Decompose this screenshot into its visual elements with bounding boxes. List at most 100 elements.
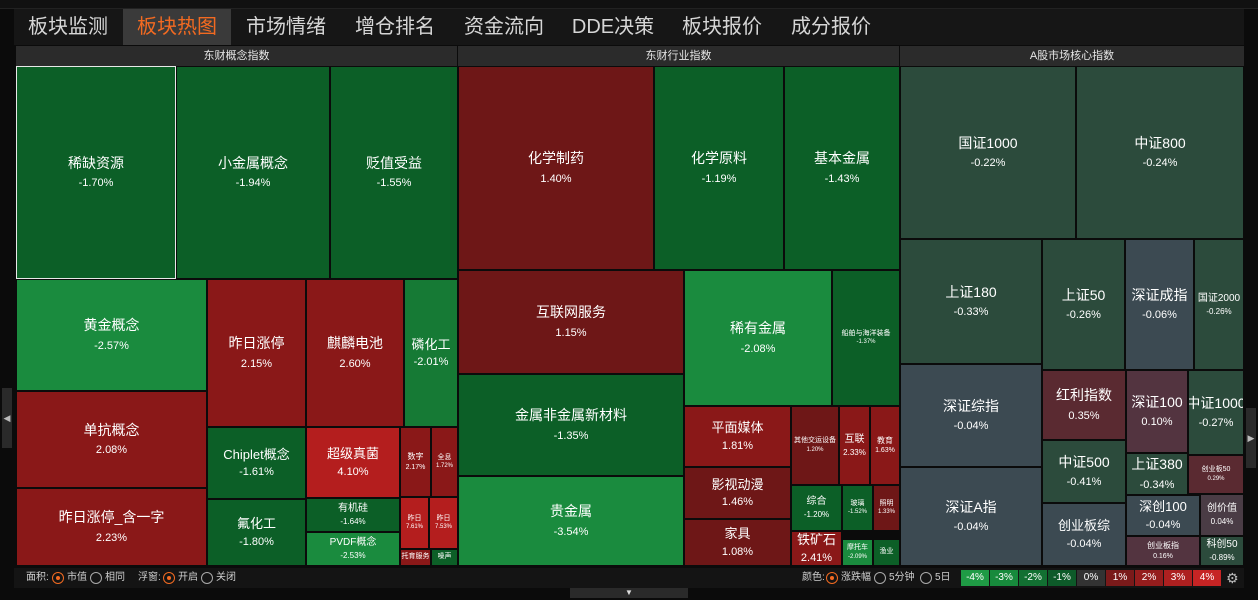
treemap-cell[interactable]: 互联网服务 1.15% [458, 270, 684, 374]
color-5day-radio[interactable] [920, 572, 932, 584]
cell-change: -0.89% [1209, 553, 1235, 563]
treemap-cell[interactable]: 中证1000 -0.27% [1188, 370, 1244, 455]
treemap-cell[interactable]: 基本金属 -1.43% [784, 66, 900, 270]
treemap-cell[interactable]: 摩托车 -2.09% [842, 539, 873, 566]
color-5min-radio[interactable] [874, 572, 886, 584]
settings-gear-icon[interactable]: ⚙ [1226, 570, 1239, 586]
treemap-cell[interactable]: 单抗概念 2.08% [16, 391, 207, 488]
color-change-radio[interactable] [826, 572, 838, 584]
area-equal-radio[interactable] [90, 572, 102, 584]
area-equal-label[interactable]: 相同 [105, 572, 125, 583]
treemap-cell[interactable]: 氟化工 -1.80% [207, 499, 306, 566]
treemap-cell[interactable]: 互联 2.33% [839, 406, 870, 485]
tab-position-ranking[interactable]: 增仓排名 [355, 16, 435, 38]
treemap-cell[interactable]: 稀缺资源 -1.70% [16, 66, 176, 279]
treemap-cell[interactable]: 磷化工 -2.01% [404, 279, 458, 427]
treemap-cell[interactable]: 科创50 -0.89% [1200, 536, 1244, 566]
treemap-cell[interactable]: 影视动漫 1.46% [684, 467, 791, 519]
treemap-cell[interactable]: 化学原料 -1.19% [654, 66, 784, 270]
float-off-label[interactable]: 关闭 [216, 572, 236, 583]
cell-name: 昨日 [407, 514, 422, 522]
tab-sector-quote[interactable]: 板块报价 [682, 16, 762, 38]
treemap-cell[interactable]: 创价值 0.04% [1200, 494, 1244, 536]
treemap-cell[interactable]: 照明 1.33% [873, 485, 900, 531]
tab-fund-flow[interactable]: 资金流向 [464, 16, 544, 38]
treemap-cell[interactable]: 麒麟电池 2.60% [306, 279, 404, 427]
left-panel-toggle[interactable]: ◀ [2, 388, 12, 448]
cell-name: 麒麟电池 [327, 335, 383, 351]
treemap-cell[interactable]: 深证A指 -0.04% [900, 467, 1042, 566]
tab-market-sentiment[interactable]: 市场情绪 [246, 16, 326, 38]
treemap-cell[interactable]: 创业板指 0.16% [1126, 536, 1200, 566]
treemap-cell[interactable]: 铁矿石 2.41% [791, 531, 842, 566]
treemap-cell[interactable]: 贵金属 -3.54% [458, 476, 684, 566]
tab-component-quote[interactable]: 成分报价 [791, 16, 871, 38]
treemap-cell[interactable]: 国证2000 -0.26% [1194, 239, 1244, 370]
treemap-cell[interactable]: 船舶与海洋装备 -1.37% [832, 270, 900, 406]
treemap-cell[interactable]: 创业板综 -0.04% [1042, 503, 1126, 566]
treemap-cell[interactable]: 昨日 7.53% [429, 497, 458, 549]
color-5day-label[interactable]: 5日 [935, 572, 951, 583]
treemap-cell[interactable]: 创业板50 0.29% [1188, 455, 1244, 494]
treemap-cell[interactable]: 深证成指 -0.06% [1125, 239, 1194, 370]
area-market-cap-label[interactable]: 市值 [67, 572, 87, 583]
treemap-cell[interactable]: PVDF概念 -2.53% [306, 532, 400, 566]
area-market-cap-radio[interactable] [52, 572, 64, 584]
cell-change: 7.53% [434, 524, 452, 531]
cell-change: -1.61% [239, 466, 274, 479]
cell-name: 铁矿石 [796, 532, 836, 548]
treemap-cell[interactable]: 深证100 0.10% [1126, 370, 1188, 453]
treemap-cell[interactable]: 教育 1.63% [870, 406, 900, 485]
cell-name: 化学原料 [691, 150, 747, 166]
cell-name: 国证1000 [958, 134, 1018, 151]
treemap-cell[interactable]: 上证50 -0.26% [1042, 239, 1125, 370]
treemap-cell[interactable]: 上证380 -0.34% [1126, 453, 1188, 495]
treemap-cell[interactable]: 玻璃 -1.52% [842, 485, 873, 531]
treemap-cell[interactable]: 中证500 -0.41% [1042, 440, 1126, 503]
treemap-cell[interactable]: 中证800 -0.24% [1076, 66, 1244, 239]
right-panel-toggle[interactable]: ▶ [1246, 408, 1256, 468]
treemap-cell[interactable]: 数字 2.17% [400, 427, 431, 497]
treemap-cell[interactable]: 全息 1.72% [431, 427, 458, 497]
color-change-label[interactable]: 涨跌幅 [841, 572, 871, 583]
float-on-label[interactable]: 开启 [178, 572, 198, 583]
treemap-cell[interactable]: 噪声 [431, 549, 458, 566]
cell-change: -1.43% [824, 172, 860, 185]
treemap-cell[interactable]: 昨日涨停 2.15% [207, 279, 306, 427]
color-5min-label[interactable]: 5分钟 [889, 572, 915, 583]
treemap-cell[interactable]: 上证180 -0.33% [900, 239, 1042, 364]
color-label: 颜色: [802, 572, 825, 583]
treemap-cell[interactable]: 昨日 7.61% [400, 497, 429, 549]
treemap-cell[interactable]: 超级真菌 4.10% [306, 427, 400, 498]
float-off-radio[interactable] [201, 572, 213, 584]
bottom-collapse-handle[interactable]: ▼ [570, 588, 688, 598]
treemap-cell[interactable]: 渔业 [873, 539, 900, 566]
treemap-cell[interactable]: 红利指数 0.35% [1042, 370, 1126, 440]
treemap-cell[interactable]: 平面媒体 1.81% [684, 406, 791, 467]
treemap-cell[interactable]: 稀有金属 -2.08% [684, 270, 832, 406]
treemap-cell[interactable]: 家具 1.08% [684, 519, 791, 566]
float-on-radio[interactable] [163, 572, 175, 584]
treemap-cell[interactable]: 小金属概念 -1.94% [176, 66, 330, 279]
cell-name: 上证180 [945, 283, 997, 300]
treemap-cell[interactable]: 金属非金属新材料 -1.35% [458, 374, 684, 476]
treemap-cell[interactable]: 贬值受益 -1.55% [330, 66, 458, 279]
treemap-cell[interactable]: 深创100 -0.04% [1126, 495, 1200, 536]
treemap-cell[interactable]: 黄金概念 -2.57% [16, 279, 207, 391]
tab-dde-decision[interactable]: DDE决策 [571, 16, 655, 38]
market-index-header: A股市场核心指数 [900, 46, 1244, 66]
treemap-cell[interactable]: 深证综指 -0.04% [900, 364, 1042, 467]
treemap-cell[interactable]: 综合 -1.20% [791, 485, 842, 531]
cell-name: 互联 [844, 433, 865, 445]
treemap-cell[interactable]: 国证1000 -0.22% [900, 66, 1076, 239]
treemap-cell[interactable]: 其他交运设备 1.20% [791, 406, 839, 485]
treemap-cell[interactable]: 有机硅 -1.64% [306, 498, 400, 532]
legend-swatch: 2% [1135, 570, 1163, 586]
treemap-cell[interactable]: 托育服务 [400, 549, 431, 566]
cell-change: 0.35% [1068, 409, 1100, 422]
treemap-cell[interactable]: 化学制药 1.40% [458, 66, 654, 270]
tab-sector-monitor[interactable]: 板块监测 [28, 16, 108, 38]
treemap-cell[interactable]: 昨日涨停_含一字 2.23% [16, 488, 207, 566]
tab-sector-heatmap[interactable]: 板块热图 [123, 9, 231, 45]
treemap-cell[interactable]: Chiplet概念 -1.61% [207, 427, 306, 499]
